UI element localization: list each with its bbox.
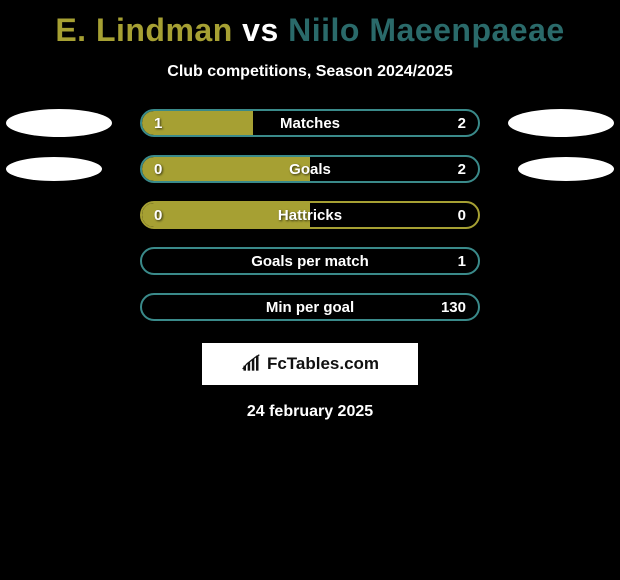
chart-icon — [241, 354, 261, 374]
stat-label: Matches — [142, 115, 478, 132]
logo-text: FcTables.com — [267, 354, 379, 374]
stat-bar: Min per goal130 — [140, 293, 480, 321]
stat-row: 0Goals2 — [0, 155, 620, 183]
stat-row: 1Matches2 — [0, 109, 620, 137]
stat-bar-text: Min per goal130 — [142, 295, 478, 319]
right-ellipse — [508, 109, 614, 137]
stat-bar-text: 0Hattricks0 — [142, 203, 478, 227]
stat-rows: 1Matches2 0Goals2 0Hattricks0 Goals per mat… — [0, 109, 620, 321]
player2-name: Niilo Maeenpaeae — [288, 12, 565, 48]
stat-bar-text: Goals per match1 — [142, 249, 478, 273]
stat-label: Goals per match — [142, 253, 478, 270]
subtitle: Club competitions, Season 2024/2025 — [0, 63, 620, 81]
title-vs: vs — [242, 12, 279, 48]
stat-bar: Goals per match1 — [140, 247, 480, 275]
stat-row: Min per goal130 — [0, 293, 620, 321]
stat-bar-text: 1Matches2 — [142, 111, 478, 135]
date-text: 24 february 2025 — [0, 403, 620, 421]
stat-bar: 0Hattricks0 — [140, 201, 480, 229]
player1-name: E. Lindman — [55, 12, 232, 48]
left-ellipse — [6, 157, 102, 181]
stat-label: Goals — [142, 161, 478, 178]
stat-label: Hattricks — [142, 207, 478, 224]
stat-row: Goals per match1 — [0, 247, 620, 275]
stat-bar-text: 0Goals2 — [142, 157, 478, 181]
logo-box: FcTables.com — [202, 343, 418, 385]
stat-row: 0Hattricks0 — [0, 201, 620, 229]
stat-bar: 0Goals2 — [140, 155, 480, 183]
stat-label: Min per goal — [142, 299, 478, 316]
right-ellipse — [518, 157, 614, 181]
stat-bar: 1Matches2 — [140, 109, 480, 137]
comparison-infographic: E. Lindman vs Niilo Maeenpaeae Club comp… — [0, 0, 620, 580]
left-ellipse — [6, 109, 112, 137]
page-title: E. Lindman vs Niilo Maeenpaeae — [0, 0, 620, 49]
